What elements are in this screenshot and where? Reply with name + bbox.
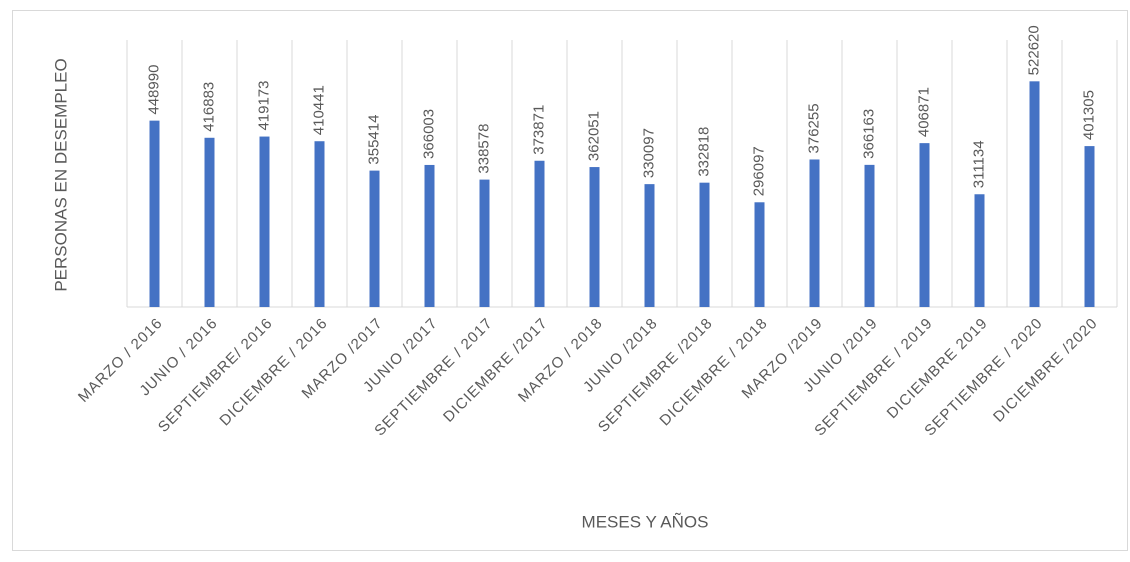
value-label: 296097 [750,146,767,196]
x-axis-title: MESES Y AÑOS [582,512,709,531]
value-label: 522620 [1025,25,1042,75]
bar [424,164,435,307]
bar [149,120,160,307]
value-label: 362051 [585,111,602,161]
bar [699,182,710,307]
value-label: 406871 [915,87,932,137]
value-label: 338578 [475,124,492,174]
bar [1029,81,1040,307]
bar [204,137,215,307]
value-label: 448990 [145,65,162,115]
value-label: 366163 [860,109,877,159]
value-label: 332818 [695,127,712,177]
bar [919,143,930,307]
value-label: 373871 [530,105,547,155]
bar [479,179,490,307]
bar [754,202,765,307]
bar [974,194,985,307]
chart-border [12,10,1128,551]
value-label: 376255 [805,103,822,153]
bar [314,141,325,307]
bar [864,164,875,307]
value-label: 311134 [970,140,987,188]
value-label: 401305 [1080,90,1097,140]
bar [1084,146,1095,307]
bar [644,184,655,307]
bar [259,136,270,307]
bar [809,159,820,307]
bar [589,167,600,307]
value-label: 416883 [200,82,217,132]
value-label: 419173 [255,80,272,130]
value-label: 330097 [640,128,657,178]
value-label: 410441 [310,85,327,135]
bar [534,160,545,307]
bar [369,170,380,307]
value-label: 366003 [420,109,437,159]
y-axis-title: PERSONAS EN DESEMPLEO [51,58,70,291]
value-label: 355414 [365,115,382,165]
